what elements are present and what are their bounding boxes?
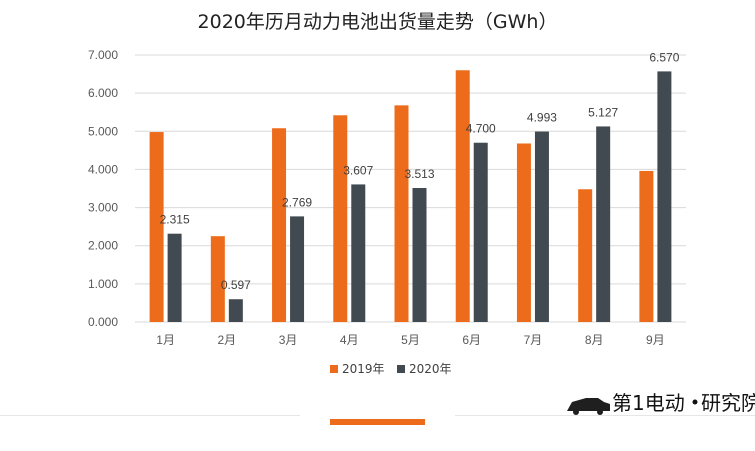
x-tick-label: 7月 bbox=[524, 333, 543, 347]
bar-2020年-9月 bbox=[657, 71, 672, 322]
bar-2019年-6月 bbox=[455, 70, 470, 322]
footer-accent-bar bbox=[330, 419, 425, 425]
brand-suffix: 研究院 bbox=[701, 391, 755, 415]
x-tick-label: 5月 bbox=[401, 333, 420, 347]
brand-separator-dot bbox=[692, 399, 698, 405]
bar-2020年-7月 bbox=[534, 131, 549, 322]
data-label-3月: 2.769 bbox=[282, 195, 312, 209]
y-tick-label: 0.000 bbox=[88, 315, 118, 329]
bar-2019年-7月 bbox=[516, 143, 531, 322]
data-label-6月: 4.700 bbox=[466, 122, 496, 136]
y-tick-label: 2.000 bbox=[88, 239, 118, 253]
x-tick-label: 3月 bbox=[279, 333, 298, 347]
grid-lines bbox=[135, 54, 686, 323]
x-axis-ticks: 1月 2月 3月 4月 5月 6月 7月 8月 9月 bbox=[156, 333, 664, 347]
footer-divider-left bbox=[0, 415, 300, 416]
data-label-5月: 3.513 bbox=[404, 167, 434, 181]
bar-2020年-4月 bbox=[351, 184, 366, 322]
bar-2020年-5月 bbox=[412, 188, 427, 322]
legend-swatch-2019 bbox=[330, 365, 338, 373]
data-label-9月: 6.570 bbox=[649, 50, 679, 64]
data-label-1月: 2.315 bbox=[160, 213, 190, 227]
bar-2019年-8月 bbox=[578, 189, 593, 322]
y-tick-label: 6.000 bbox=[88, 86, 118, 100]
y-tick-label: 7.000 bbox=[88, 48, 118, 62]
data-label-4月: 3.607 bbox=[343, 163, 373, 177]
bar-2020年-6月 bbox=[473, 142, 488, 322]
data-labels: 2.315 0.597 2.769 3.607 3.513 4.700 4.993 5.127… bbox=[160, 50, 680, 292]
bar-2019年-1月 bbox=[149, 132, 164, 322]
legend-label-2019: 2019年 bbox=[342, 362, 385, 376]
bar-2020年-2月 bbox=[228, 299, 243, 322]
x-tick-label: 4月 bbox=[340, 333, 359, 347]
brand-logo: 第1电动 研究院 bbox=[567, 391, 755, 415]
data-label-2月: 0.597 bbox=[221, 278, 251, 292]
bar-2019年-2月 bbox=[210, 236, 225, 322]
data-label-7月: 4.993 bbox=[527, 111, 557, 125]
bar-2019年-9月 bbox=[639, 170, 654, 322]
bar-2019年-3月 bbox=[272, 128, 287, 322]
brand-name: 第1电动 bbox=[612, 391, 685, 415]
x-tick-label: 6月 bbox=[462, 333, 481, 347]
y-tick-label: 3.000 bbox=[88, 201, 118, 215]
bars bbox=[149, 70, 672, 322]
legend: 2019年 2020年 bbox=[330, 362, 452, 376]
bar-2020年-1月 bbox=[167, 233, 182, 322]
footer-divider-right bbox=[455, 415, 755, 416]
legend-label-2020: 2020年 bbox=[409, 362, 452, 376]
bar-2020年-8月 bbox=[596, 126, 611, 322]
data-label-8月: 5.127 bbox=[588, 105, 618, 119]
y-tick-label: 5.000 bbox=[88, 124, 118, 138]
car-icon bbox=[567, 398, 610, 415]
y-tick-label: 1.000 bbox=[88, 277, 118, 291]
x-tick-label: 1月 bbox=[156, 333, 175, 347]
legend-swatch-2020 bbox=[397, 365, 405, 373]
y-tick-label: 4.000 bbox=[88, 162, 118, 176]
bar-2020年-3月 bbox=[290, 216, 305, 322]
footer bbox=[0, 415, 755, 425]
x-tick-label: 2月 bbox=[217, 333, 236, 347]
x-tick-label: 8月 bbox=[585, 333, 604, 347]
y-axis-ticks: 0.000 1.000 2.000 3.000 4.000 5.000 6.000 7.000 bbox=[88, 48, 118, 329]
x-tick-label: 9月 bbox=[646, 333, 665, 347]
bar-2019年-5月 bbox=[394, 105, 409, 322]
chart-title: 2020年历月动力电池出货量走势（GWh） bbox=[198, 11, 558, 33]
bar-2019年-4月 bbox=[333, 115, 348, 322]
